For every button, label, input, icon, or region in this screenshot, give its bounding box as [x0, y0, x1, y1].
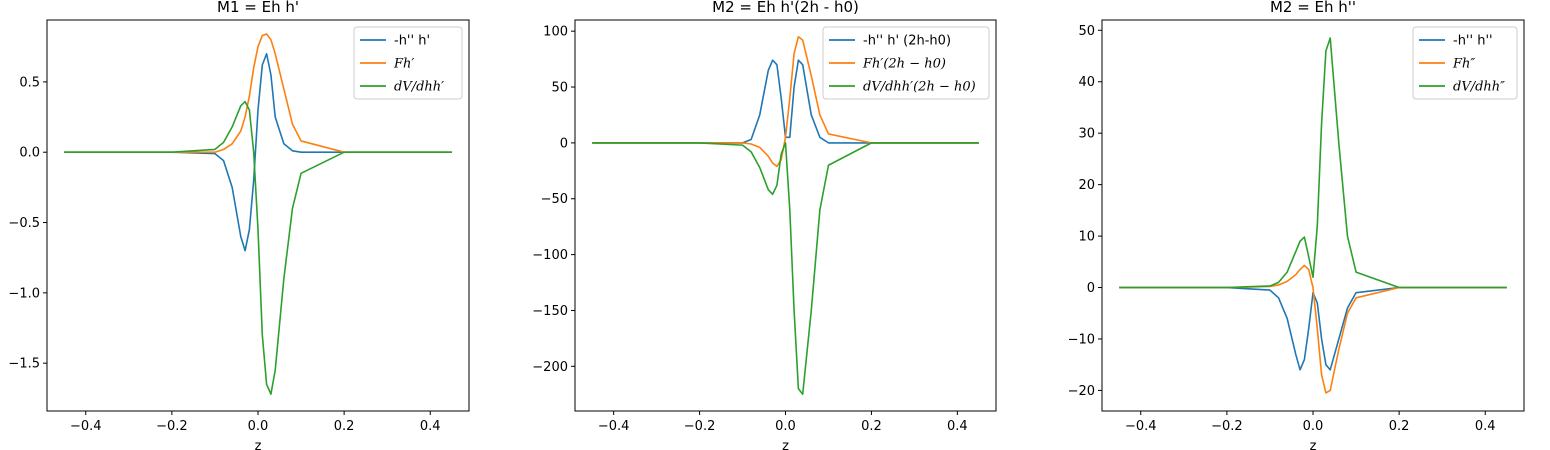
chart-panel-2: M2 = Eh h'(2h - h0) −0.4 −0.2 0.0 0.2 0.4 −200…	[532, 0, 997, 450]
legend-entry: Fh′(2h − h0)	[862, 57, 946, 72]
y-tick-label: 0	[1087, 281, 1095, 296]
legend-entry: dV/dhh″	[1453, 80, 1505, 95]
x-tick-label: 0.0	[248, 419, 269, 434]
series-line-3	[1119, 37, 1507, 289]
legend-entry: -h'' h''	[1453, 34, 1493, 49]
y-tick-label: 100	[543, 25, 568, 40]
chart-title: M1 = Eh h'	[217, 0, 299, 16]
series-line-1	[1119, 286, 1507, 371]
y-tick-label: −20	[1068, 384, 1095, 399]
y-tick-label: −50	[541, 192, 568, 207]
legend-entry: -h'' h'	[394, 34, 430, 49]
x-tick-label: 0.4	[420, 419, 441, 434]
legend-entry: dV/dhh′	[394, 80, 444, 95]
x-tick-label: −0.4	[1125, 419, 1157, 434]
x-tick-label: −0.4	[70, 419, 102, 434]
y-tick-label: −200	[532, 360, 568, 375]
y-tick-label: 30	[1078, 127, 1095, 142]
legend-entry: -h'' h' (2h-h0)	[863, 34, 951, 49]
y-tick-label: 0.0	[19, 146, 40, 161]
y-tick-label: 10	[1078, 230, 1095, 245]
y-tick-label: 50	[1078, 24, 1095, 39]
x-tick-label: −0.2	[156, 419, 188, 434]
chart-panel-1: M1 = Eh h' −0.4 −0.2 0.0 0.2 0.4 −1.5 −1.0 −0.5 0…	[8, 0, 470, 450]
series-line-1	[64, 52, 452, 252]
series-line-2	[592, 35, 979, 168]
x-tick-label: 0.0	[1303, 419, 1324, 434]
x-tick-label: 0.4	[947, 419, 968, 434]
x-tick-label: −0.4	[598, 419, 630, 434]
y-tick-label: −1.5	[8, 357, 40, 372]
y-tick-label: 20	[1078, 178, 1095, 193]
y-tick-label: 0.5	[19, 75, 40, 90]
legend: -h'' h' (2h-h0) Fh′(2h − h0) dV/dhh′(2h − …	[822, 26, 990, 100]
legend: -h'' h'' Fh″ dV/dhh″	[1412, 26, 1518, 100]
chart-title: M2 = Eh h'(2h - h0)	[712, 0, 859, 16]
x-tick-label: −0.2	[684, 419, 716, 434]
legend-entry: dV/dhh′(2h − h0)	[863, 80, 976, 95]
legend: -h'' h' Fh′ dV/dhh′	[353, 26, 463, 100]
series-line-2	[64, 33, 452, 154]
series-line-2	[1119, 264, 1507, 394]
y-tick-label: 0	[560, 136, 568, 151]
series-line-3	[64, 100, 452, 395]
x-tick-label: 0.2	[1389, 419, 1410, 434]
x-axis-label: z	[255, 439, 262, 450]
x-tick-label: 0.0	[775, 419, 796, 434]
legend-box	[822, 26, 990, 100]
legend-box	[1412, 26, 1518, 100]
x-tick-label: 0.2	[861, 419, 882, 434]
y-tick-label: −100	[532, 248, 568, 263]
legend-box	[353, 26, 463, 100]
legend-entry: Fh″	[1452, 57, 1475, 72]
y-tick-label: −0.5	[8, 216, 40, 231]
x-tick-label: 0.2	[334, 419, 355, 434]
y-tick-label: −10	[1068, 332, 1095, 347]
y-tick-label: 40	[1078, 75, 1095, 90]
chart-panel-3: M2 = Eh h'' −0.4 −0.2 0.0 0.2 0.4 −20 −10 0 10 20 3…	[1068, 0, 1525, 450]
y-tick-label: −1.0	[8, 286, 40, 301]
x-axis-label: z	[782, 439, 789, 450]
x-axis-label: z	[1310, 439, 1317, 450]
x-tick-label: −0.2	[1211, 419, 1243, 434]
legend-entry: Fh′	[393, 57, 414, 72]
chart-title: M2 = Eh h''	[1270, 0, 1356, 16]
y-tick-label: −150	[532, 304, 568, 319]
y-tick-label: 50	[551, 81, 568, 96]
x-tick-label: 0.4	[1475, 419, 1496, 434]
series-line-3	[592, 142, 979, 396]
